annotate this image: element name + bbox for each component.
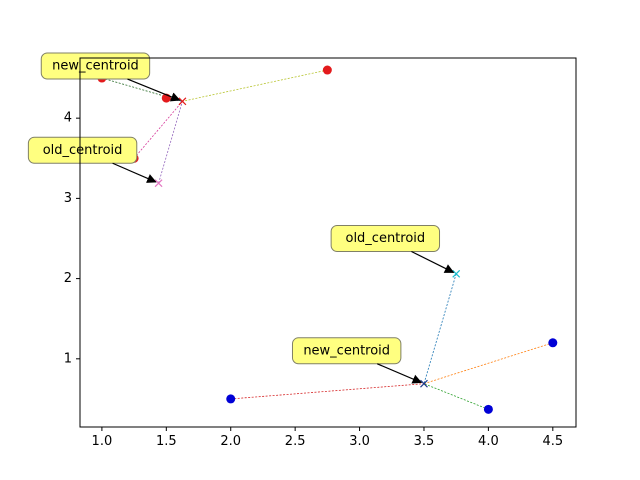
annotation-box bbox=[330, 224, 441, 252]
y-tick-label: 3 bbox=[64, 191, 72, 206]
point-to-centroid-line bbox=[230, 383, 425, 400]
annotation: old_centroid bbox=[330, 224, 455, 273]
data-point bbox=[483, 404, 493, 414]
x-tick-label: 1.5 bbox=[156, 434, 177, 449]
data-point bbox=[322, 65, 332, 75]
x-tick-label: 2.5 bbox=[285, 434, 306, 449]
y-tick-label: 4 bbox=[64, 111, 72, 126]
x-tick-label: 3.5 bbox=[414, 434, 435, 449]
annotation-box bbox=[40, 52, 151, 80]
point-to-centroid-line bbox=[423, 342, 553, 385]
y-axis-ticks: 1 2 3 4 bbox=[64, 111, 80, 366]
annotation-arrow bbox=[411, 250, 455, 273]
axes-frame bbox=[79, 57, 577, 428]
centroid-shift-line bbox=[423, 273, 457, 384]
annotation-arrow bbox=[112, 162, 157, 183]
annotation: old_centroid bbox=[27, 136, 157, 183]
annotation-label: old_centroid bbox=[345, 231, 425, 246]
x-tick-label: 4.0 bbox=[478, 434, 499, 449]
x-axis-ticks: 1.0 1.5 2.0 2.5 3.0 3.5 4.0 4.5 bbox=[92, 427, 563, 449]
data-point bbox=[548, 338, 558, 348]
annotation-label: old_centroid bbox=[43, 143, 123, 158]
annotations: new_centroid old_centroid old_centroid new_… bbox=[27, 52, 455, 384]
y-tick-label: 1 bbox=[64, 351, 72, 366]
x-tick-label: 1.0 bbox=[92, 434, 113, 449]
y-tick-label: 2 bbox=[64, 271, 72, 286]
x-tick-label: 3.0 bbox=[349, 434, 370, 449]
annotation-label: new_centroid bbox=[303, 343, 390, 358]
annotation-box bbox=[291, 337, 402, 365]
annotation-box bbox=[27, 136, 138, 164]
x-tick-label: 4.5 bbox=[542, 434, 563, 449]
data-point bbox=[226, 394, 236, 404]
point-to-centroid-line bbox=[133, 101, 183, 159]
centroid-shift-line bbox=[158, 101, 183, 184]
annotation-arrow bbox=[127, 78, 181, 102]
annotation-arrow bbox=[376, 363, 423, 384]
connection-lines bbox=[101, 69, 553, 410]
point-to-centroid-line bbox=[182, 69, 328, 102]
point-to-centroid-line bbox=[423, 383, 489, 410]
annotation: new_centroid bbox=[40, 52, 181, 102]
annotation: new_centroid bbox=[291, 337, 423, 384]
annotation-label: new_centroid bbox=[52, 59, 139, 74]
x-tick-label: 2.0 bbox=[220, 434, 241, 449]
